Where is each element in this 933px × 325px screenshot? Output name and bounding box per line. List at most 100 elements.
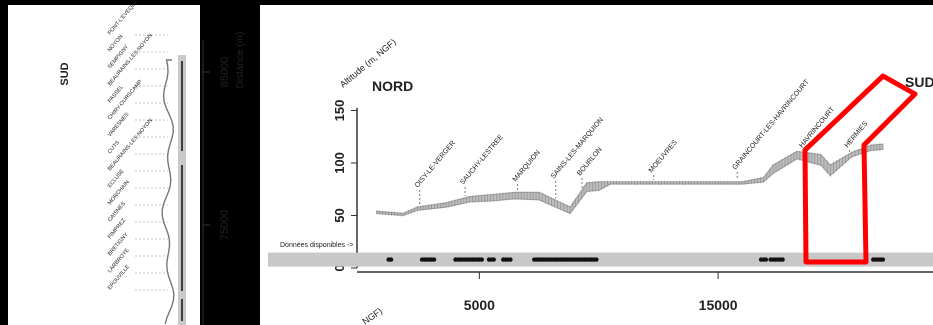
left-data-point — [181, 227, 183, 229]
left-data-point — [181, 177, 183, 179]
left-profile-line — [161, 59, 175, 325]
left-data-point — [181, 141, 183, 143]
left-data-point — [181, 221, 183, 223]
x-tick-label: 5000 — [464, 297, 495, 313]
left-data-points — [181, 61, 183, 321]
left-data-point — [181, 261, 183, 263]
left-data-point — [181, 165, 183, 167]
left-data-point — [181, 169, 183, 171]
left-data-point — [181, 305, 183, 307]
left-data-point — [181, 247, 183, 249]
left-data-point — [181, 219, 183, 221]
left-data-point — [181, 113, 183, 115]
left-panel: SUD Distance (m) 85000 75000 PONT-L'EVEQ… — [8, 0, 246, 325]
left-data-point — [181, 285, 183, 287]
left-data-point — [181, 191, 183, 193]
left-data-point — [181, 81, 183, 83]
left-data-point — [181, 97, 183, 99]
left-data-point — [181, 273, 183, 275]
left-data-point — [181, 317, 183, 319]
left-profile — [161, 59, 175, 325]
available-data-point — [880, 257, 886, 262]
main-panel: Altitude (m, NGF) NORD SUD Données dispo… — [260, 5, 933, 325]
y-tick-label: 100 — [332, 152, 347, 174]
left-data-point — [181, 223, 183, 225]
left-data-point — [181, 233, 183, 235]
available-data-point — [388, 257, 394, 262]
left-data-point — [181, 237, 183, 239]
left-data-point — [181, 283, 183, 285]
left-data-point — [181, 179, 183, 181]
left-data-point — [181, 119, 183, 121]
y-tick-label: 0 — [332, 264, 347, 271]
left-data-point — [181, 201, 183, 203]
available-data-point — [508, 257, 513, 262]
left-data-point — [181, 89, 183, 91]
left-data-point — [181, 145, 183, 147]
left-data-point — [181, 175, 183, 177]
left-data-point — [181, 121, 183, 123]
left-data-point — [181, 265, 183, 267]
available-data-band — [268, 252, 933, 267]
left-data-point — [181, 111, 183, 113]
left-data-point — [181, 87, 183, 89]
left-data-point — [181, 271, 183, 273]
left-data-point — [181, 137, 183, 139]
left-data-point — [181, 167, 183, 169]
left-data-point — [181, 181, 183, 183]
left-data-point — [181, 257, 183, 259]
left-distance-label: Distance (m) — [235, 32, 246, 89]
left-data-point — [181, 107, 183, 109]
left-data-point — [181, 185, 183, 187]
left-data-point — [181, 243, 183, 245]
left-data-point — [181, 85, 183, 87]
left-data-point — [181, 105, 183, 107]
left-data-point — [181, 241, 183, 243]
left-data-point — [181, 95, 183, 97]
left-data-point — [181, 103, 183, 105]
left-data-point — [181, 205, 183, 207]
left-data-point — [181, 171, 183, 173]
left-data-point — [181, 187, 183, 189]
left-data-point — [181, 83, 183, 85]
left-data-point — [181, 91, 183, 93]
left-data-point — [181, 309, 183, 311]
left-data-point — [181, 133, 183, 135]
left-data-point — [181, 143, 183, 145]
available-data-point — [491, 257, 496, 262]
left-data-point — [181, 245, 183, 247]
left-data-point — [181, 135, 183, 137]
available-data-point — [780, 257, 785, 262]
left-tick-85000: 85000 — [219, 57, 231, 88]
left-data-point — [181, 299, 183, 301]
left-data-point — [181, 61, 183, 63]
left-data-point — [181, 93, 183, 95]
left-data-point — [181, 149, 183, 151]
left-data-point — [181, 277, 183, 279]
left-data-point — [181, 251, 183, 253]
y-tick-label: 50 — [332, 208, 347, 222]
left-data-point — [181, 99, 183, 101]
left-data-point — [181, 281, 183, 283]
left-data-point — [181, 131, 183, 133]
left-data-point — [181, 249, 183, 251]
left-data-point — [181, 101, 183, 103]
left-data-point — [181, 65, 183, 67]
left-data-point — [181, 147, 183, 149]
left-direction-label: SUD — [59, 62, 71, 85]
available-data-point — [763, 257, 769, 262]
left-data-point — [181, 123, 183, 125]
left-data-point — [181, 229, 183, 231]
left-data-point — [181, 67, 183, 69]
left-data-point — [181, 213, 183, 215]
left-panel-background — [8, 5, 200, 325]
left-data-point — [181, 289, 183, 291]
left-data-point — [181, 109, 183, 111]
left-data-point — [181, 263, 183, 265]
left-data-point — [181, 127, 183, 129]
left-data-point — [181, 231, 183, 233]
left-data-point — [181, 173, 183, 175]
left-data-point — [181, 303, 183, 305]
left-data-point — [181, 211, 183, 213]
left-data-point — [181, 319, 183, 321]
